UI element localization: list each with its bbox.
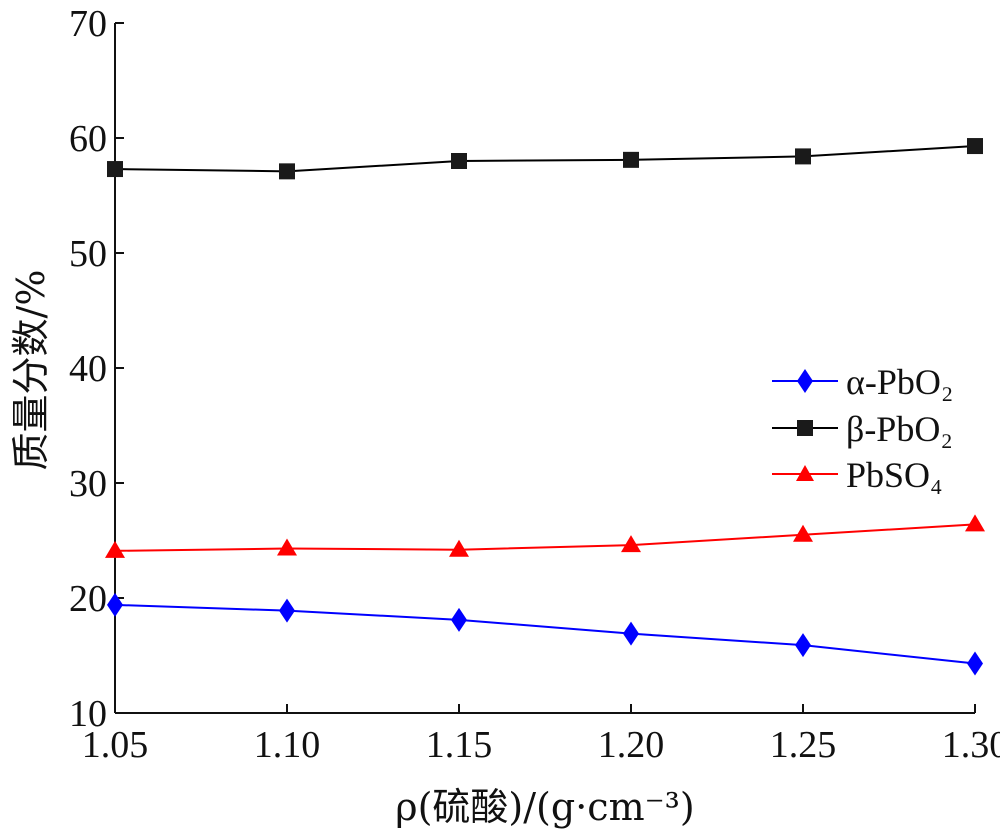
legend-label-pbso4: PbSO₄ <box>846 455 943 495</box>
data-point-beta-pbo2 <box>623 151 639 168</box>
data-point-beta-pbo2 <box>107 161 123 178</box>
legend-item-pbso4: PbSO₄ <box>772 455 943 495</box>
data-point-alpha-pbo2 <box>279 598 295 623</box>
x-tick-label: 1.30 <box>942 724 1000 766</box>
legend-label-beta-pbo2: β-PbO₂ <box>846 409 953 449</box>
series-layer <box>105 138 985 676</box>
legend-label-alpha-pbo2: α-PbO₂ <box>846 362 953 402</box>
data-point-pbso4 <box>793 524 813 542</box>
x-tick-label: 1.15 <box>426 724 493 766</box>
x-tick-label: 1.20 <box>598 724 665 766</box>
legend-marker-alpha-pbo2 <box>797 369 813 393</box>
x-tick-label: 1.10 <box>254 724 321 766</box>
legend-item-beta-pbo2: β-PbO₂ <box>772 409 953 449</box>
y-ticks: 10 20 30 40 50 60 70 <box>69 3 124 735</box>
data-point-alpha-pbo2 <box>451 607 467 632</box>
data-point-alpha-pbo2 <box>623 621 639 646</box>
data-point-pbso4 <box>621 535 641 553</box>
data-point-alpha-pbo2 <box>967 651 983 676</box>
data-point-alpha-pbo2 <box>107 592 123 617</box>
y-tick-label: 40 <box>69 348 107 390</box>
data-point-beta-pbo2 <box>795 148 811 165</box>
y-tick-label: 60 <box>69 118 107 160</box>
y-axis-title: 质量分数/% <box>9 270 53 471</box>
data-point-pbso4 <box>965 514 985 532</box>
data-point-pbso4 <box>277 538 297 556</box>
y-tick-label: 10 <box>69 693 107 735</box>
legend-item-alpha-pbo2: α-PbO₂ <box>772 362 953 402</box>
legend-marker-pbso4 <box>796 465 814 481</box>
data-point-pbso4 <box>449 539 469 557</box>
data-point-alpha-pbo2 <box>795 633 811 658</box>
y-tick-label: 20 <box>69 578 107 620</box>
y-tick-label: 30 <box>69 463 107 505</box>
series-line-1 <box>114 145 976 173</box>
legend-marker-beta-pbo2 <box>797 420 813 436</box>
y-tick-label: 50 <box>69 233 107 275</box>
data-point-beta-pbo2 <box>451 153 467 169</box>
x-axis-title: ρ(硫酸)/(g·cm⁻³) <box>395 785 694 829</box>
x-tick-label: 1.25 <box>770 724 837 766</box>
data-point-beta-pbo2 <box>967 138 983 155</box>
series-line-2 <box>114 523 976 552</box>
x-ticks: 1.05 1.10 1.15 1.20 1.25 1.30 <box>82 704 1000 766</box>
x-tick-label: 1.05 <box>82 724 149 766</box>
series-line-0 <box>114 603 976 665</box>
y-tick-label: 70 <box>69 3 107 45</box>
data-point-pbso4 <box>105 540 125 558</box>
legend: α-PbO₂ β-PbO₂ PbSO₄ <box>772 362 953 495</box>
data-point-beta-pbo2 <box>279 163 295 180</box>
